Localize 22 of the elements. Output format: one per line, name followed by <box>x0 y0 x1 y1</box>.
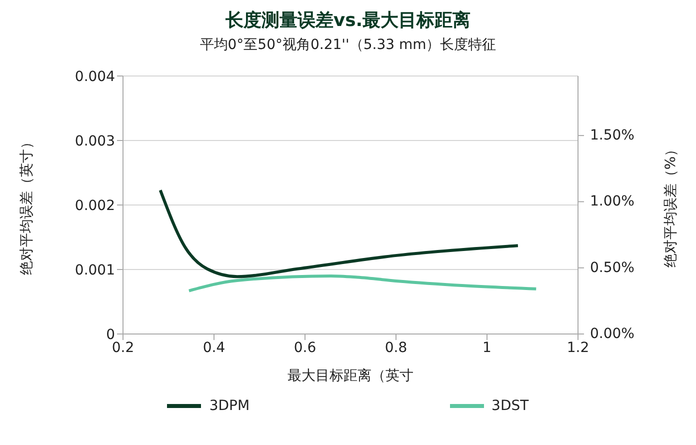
y-tick-label: 0.001 <box>74 262 115 278</box>
legend-label: 3DST <box>490 398 529 414</box>
x-tick-label: 1 <box>482 340 492 356</box>
y2-axis-title: 绝对平均误差（%） <box>662 142 679 268</box>
y-axis-title: 绝对平均误差（英寸） <box>18 135 35 275</box>
legend-label: 3DPM <box>208 398 250 414</box>
x-axis-title: 最大目标距离（英寸 <box>288 368 414 384</box>
x-tick-label: 0.8 <box>384 340 408 356</box>
y2-tick-label: 0.00% <box>590 326 634 342</box>
y-tick-label: 0.003 <box>74 133 115 150</box>
x-tick-label: 0.4 <box>202 340 226 356</box>
x-tick-label: 1.2 <box>566 340 590 356</box>
y2-tick-label: 1.50% <box>590 128 634 144</box>
line-series <box>187 274 538 292</box>
y2-tick-label: 1.00% <box>590 194 634 210</box>
y2-tick-label: 0.50% <box>590 260 634 276</box>
y-tick-label: 0.002 <box>74 198 115 214</box>
chart-title: 长度测量误差vs.最大目标距离 <box>224 9 472 32</box>
y-tick-label: 0.004 <box>74 68 116 85</box>
line-series <box>158 188 520 278</box>
chart-subtitle: 平均0°至50°视角0.21''（5.33 mm）长度特征 <box>198 36 498 54</box>
x-tick-label: 0.6 <box>294 340 316 356</box>
